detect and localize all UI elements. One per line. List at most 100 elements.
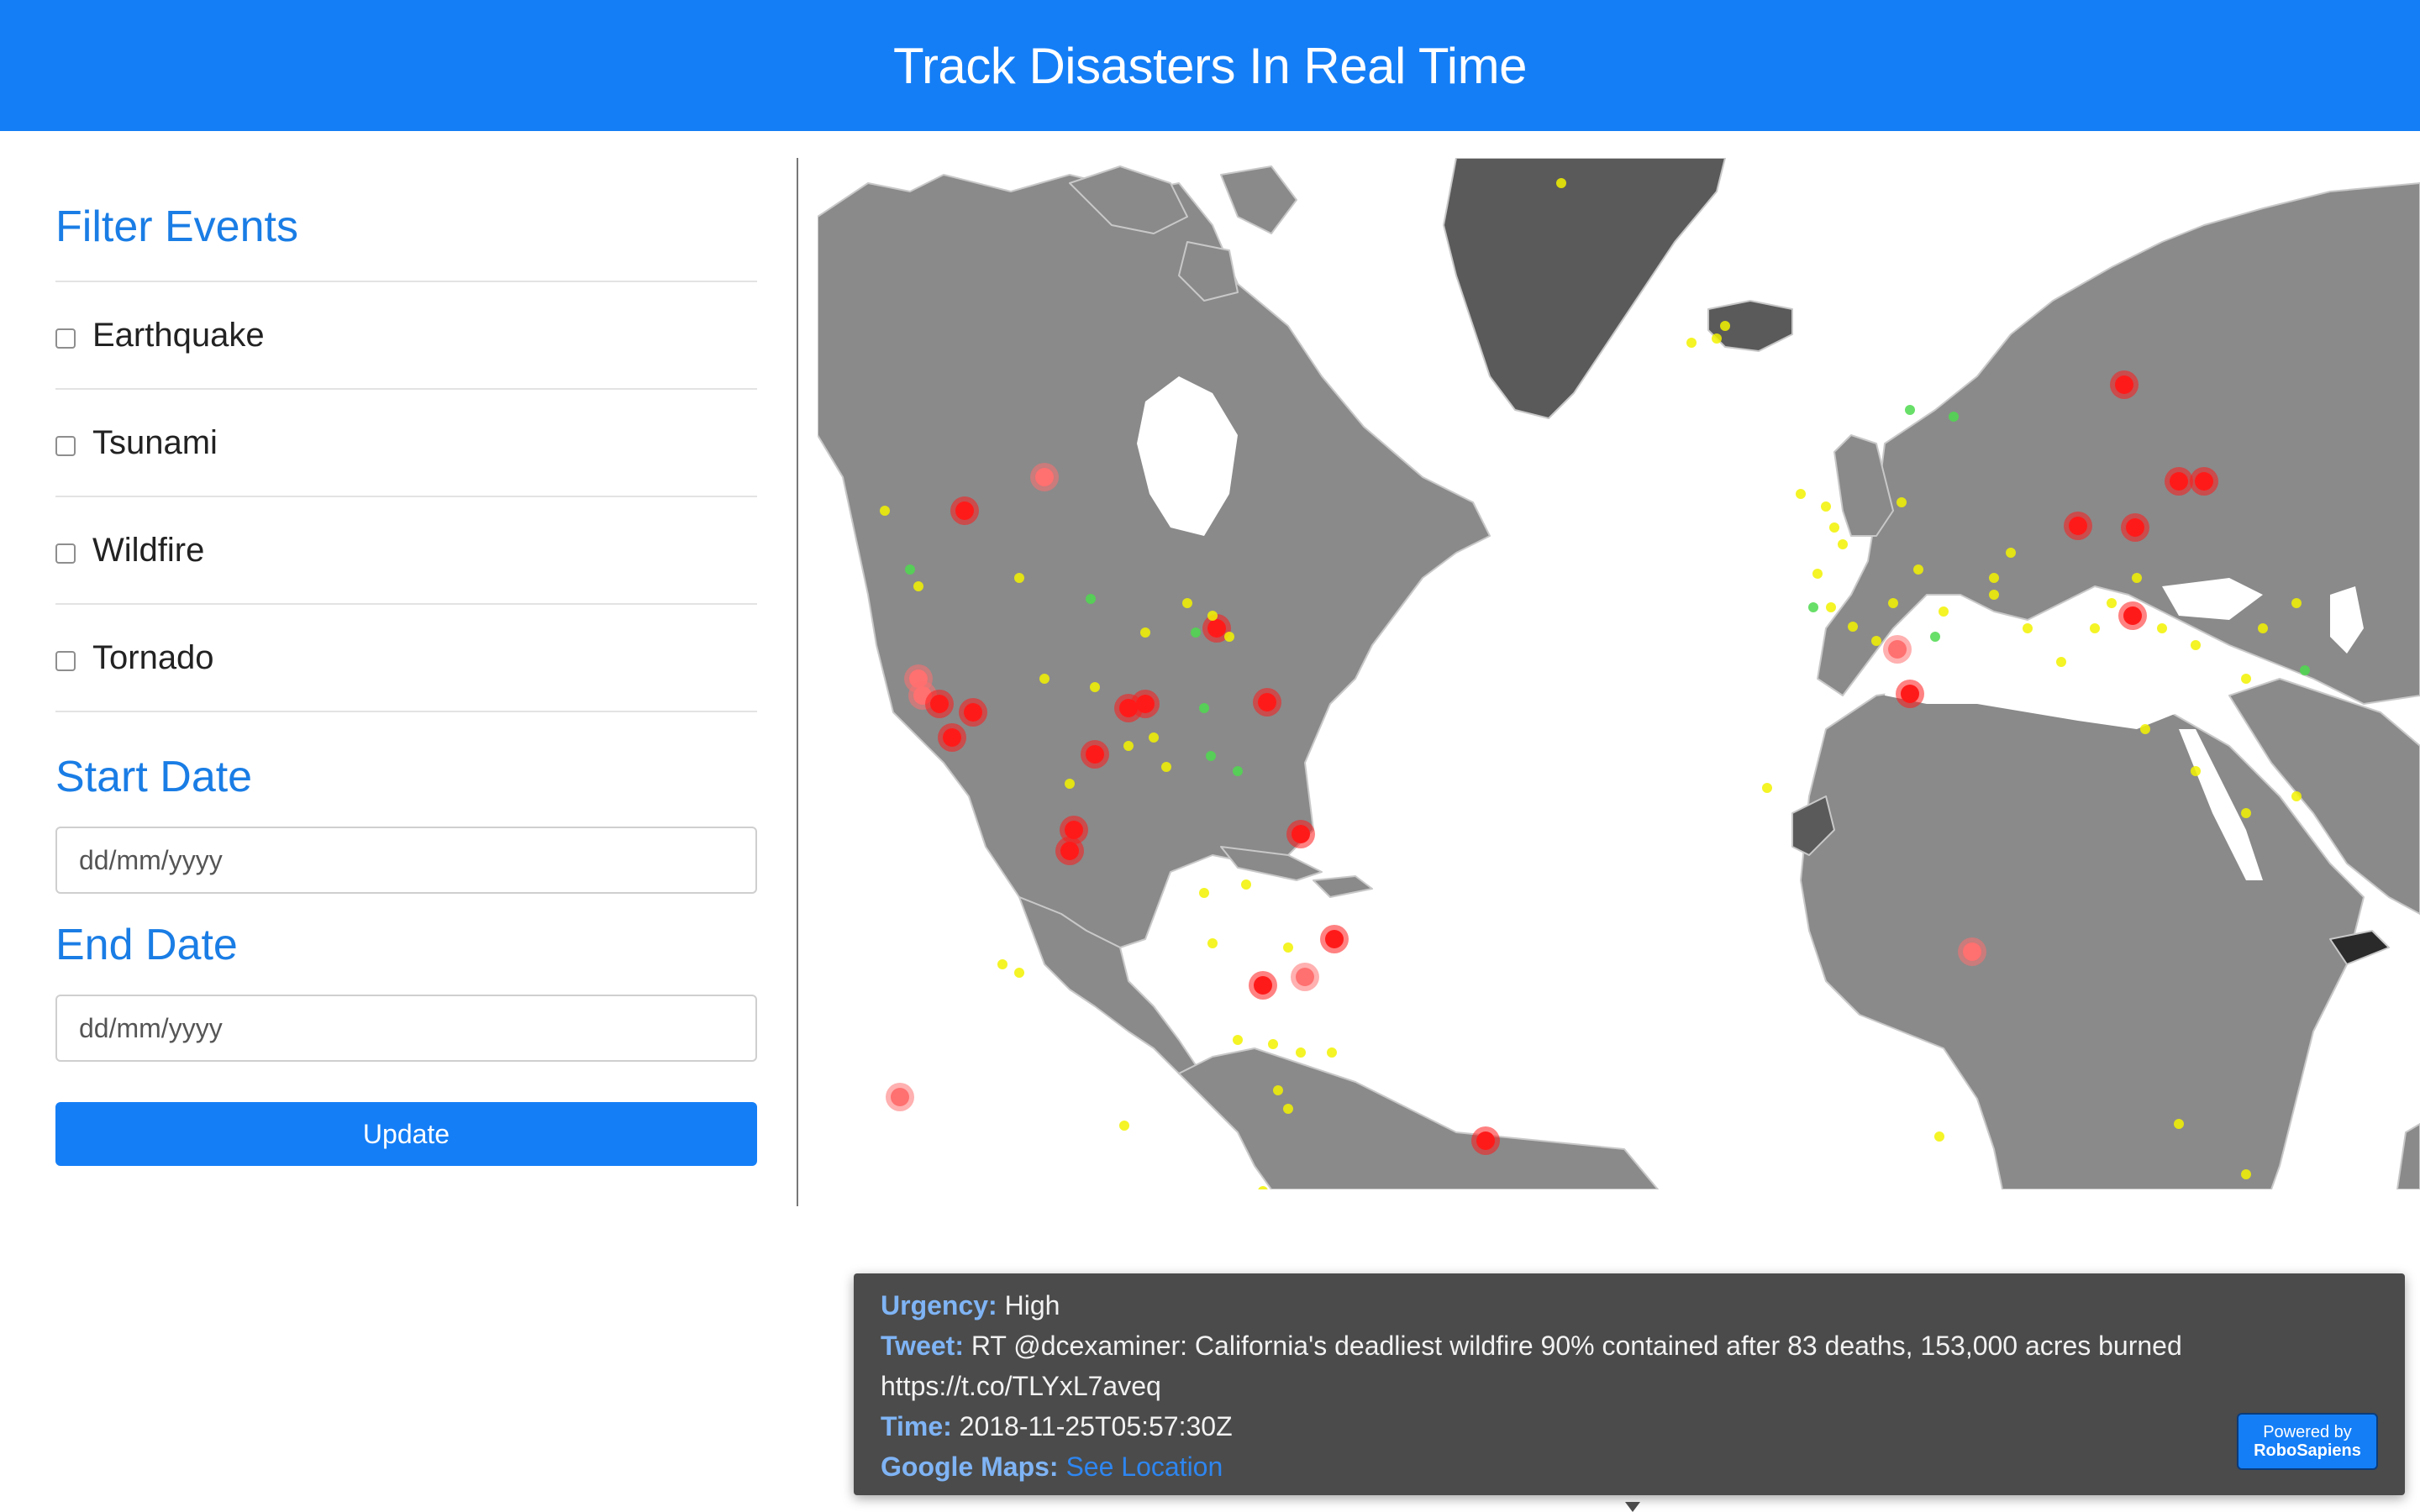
event-marker-low[interactable] xyxy=(1207,938,1218,948)
earthquake-checkbox[interactable] xyxy=(55,328,76,349)
start-date-input[interactable] xyxy=(55,827,757,894)
event-marker-low[interactable] xyxy=(2241,808,2251,818)
event-marker-low[interactable] xyxy=(1812,569,1823,579)
event-marker-low[interactable] xyxy=(1014,573,1024,583)
event-marker-low[interactable] xyxy=(1897,497,1907,507)
event-marker[interactable] xyxy=(964,703,982,722)
event-marker[interactable] xyxy=(943,728,961,747)
event-marker[interactable] xyxy=(2069,517,2087,535)
event-marker-green[interactable] xyxy=(1191,627,1201,638)
event-marker-green[interactable] xyxy=(905,564,915,575)
event-marker[interactable] xyxy=(891,1088,909,1106)
event-marker-green[interactable] xyxy=(1233,766,1243,776)
event-marker-green[interactable] xyxy=(1086,594,1096,604)
event-marker-low[interactable] xyxy=(2241,1169,2251,1179)
event-marker[interactable] xyxy=(1901,685,1919,703)
event-marker[interactable] xyxy=(1254,976,1272,995)
event-marker-low[interactable] xyxy=(1258,1186,1268,1196)
event-marker-low[interactable] xyxy=(2174,1119,2184,1129)
event-marker[interactable] xyxy=(1963,942,1981,961)
event-marker-low[interactable] xyxy=(1821,501,1831,512)
event-marker-low[interactable] xyxy=(2023,623,2033,633)
event-marker-low[interactable] xyxy=(2107,598,2117,608)
event-marker[interactable] xyxy=(2115,375,2133,394)
event-marker-low[interactable] xyxy=(1283,1104,1293,1114)
powered-by-badge[interactable]: Powered by RoboSapiens xyxy=(2237,1413,2378,1470)
event-marker-low[interactable] xyxy=(1871,636,1881,646)
event-marker-low[interactable] xyxy=(1268,1039,1278,1049)
event-marker-low[interactable] xyxy=(1207,611,1218,621)
event-marker-low[interactable] xyxy=(1848,622,1858,632)
event-marker-low[interactable] xyxy=(1934,1131,1944,1142)
event-marker-green[interactable] xyxy=(1949,412,1959,422)
event-marker-low[interactable] xyxy=(1888,598,1898,608)
event-marker-low[interactable] xyxy=(1149,732,1159,743)
event-marker-low[interactable] xyxy=(2258,623,2268,633)
event-marker-low[interactable] xyxy=(1014,968,1024,978)
event-marker[interactable] xyxy=(1136,695,1155,713)
event-marker[interactable] xyxy=(1258,693,1276,711)
event-marker-low[interactable] xyxy=(1283,942,1293,953)
event-marker[interactable] xyxy=(955,501,974,520)
event-marker-low[interactable] xyxy=(1686,338,1697,348)
event-marker-low[interactable] xyxy=(1720,321,1730,331)
event-marker-low[interactable] xyxy=(2140,724,2150,734)
wildfire-checkbox[interactable] xyxy=(55,543,76,564)
event-marker-low[interactable] xyxy=(1140,627,1150,638)
event-marker-low[interactable] xyxy=(1989,573,1999,583)
event-marker-low[interactable] xyxy=(1273,1085,1283,1095)
event-marker-low[interactable] xyxy=(2191,766,2201,776)
event-marker-low[interactable] xyxy=(1090,682,1100,692)
event-marker[interactable] xyxy=(1207,619,1226,638)
tsunami-checkbox[interactable] xyxy=(55,436,76,456)
tornado-checkbox[interactable] xyxy=(55,651,76,671)
world-map[interactable] xyxy=(817,157,2420,1196)
event-marker[interactable] xyxy=(1888,640,1907,659)
event-marker-low[interactable] xyxy=(1119,1121,1129,1131)
filter-wildfire[interactable]: Wildfire xyxy=(55,497,757,605)
event-marker-low[interactable] xyxy=(1182,598,1192,608)
event-marker-low[interactable] xyxy=(2241,674,2251,684)
event-marker-low[interactable] xyxy=(2157,623,2167,633)
event-marker-low[interactable] xyxy=(1296,1047,1306,1058)
event-marker-green[interactable] xyxy=(1206,751,1216,761)
event-marker-low[interactable] xyxy=(1712,333,1722,344)
event-marker[interactable] xyxy=(1060,842,1079,860)
event-marker-low[interactable] xyxy=(2090,623,2100,633)
event-marker-low[interactable] xyxy=(1989,590,1999,600)
event-marker-low[interactable] xyxy=(1224,632,1234,642)
event-marker[interactable] xyxy=(1296,968,1314,986)
event-marker-low[interactable] xyxy=(1838,539,1848,549)
end-date-input[interactable] xyxy=(55,995,757,1062)
event-marker-low[interactable] xyxy=(1829,522,1839,533)
event-marker-low[interactable] xyxy=(1233,1035,1243,1045)
event-marker-low[interactable] xyxy=(1161,762,1171,772)
event-markers[interactable] xyxy=(880,178,2310,1196)
event-marker-low[interactable] xyxy=(1939,606,1949,617)
event-marker-green[interactable] xyxy=(1199,703,1209,713)
filter-tsunami[interactable]: Tsunami xyxy=(55,390,757,497)
event-marker-low[interactable] xyxy=(1241,879,1251,890)
event-marker[interactable] xyxy=(2195,472,2213,491)
see-location-link[interactable]: See Location xyxy=(1065,1452,1223,1482)
event-marker-low[interactable] xyxy=(1796,489,1806,499)
filter-earthquake[interactable]: Earthquake xyxy=(55,282,757,390)
event-marker-low[interactable] xyxy=(2006,548,2016,558)
event-marker-low[interactable] xyxy=(2191,640,2201,650)
event-marker[interactable] xyxy=(2123,606,2142,625)
event-marker-low[interactable] xyxy=(1039,674,1050,684)
update-button[interactable]: Update xyxy=(55,1102,757,1166)
event-marker-low[interactable] xyxy=(1327,1047,1337,1058)
event-marker[interactable] xyxy=(1476,1131,1495,1150)
filter-tornado[interactable]: Tornado xyxy=(55,605,757,712)
event-marker[interactable] xyxy=(2126,518,2144,537)
event-marker-low[interactable] xyxy=(1123,741,1134,751)
event-marker-low[interactable] xyxy=(2056,657,2066,667)
event-marker-low[interactable] xyxy=(2132,573,2142,583)
event-marker-low[interactable] xyxy=(2291,598,2302,608)
event-marker-low[interactable] xyxy=(1065,779,1075,789)
event-marker[interactable] xyxy=(1065,821,1083,839)
event-marker-green[interactable] xyxy=(1930,632,1940,642)
event-marker-low[interactable] xyxy=(1199,888,1209,898)
event-marker[interactable] xyxy=(1086,745,1104,764)
